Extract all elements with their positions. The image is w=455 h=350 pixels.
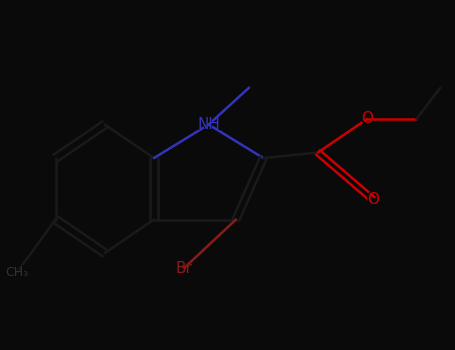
Text: Br: Br bbox=[175, 261, 192, 276]
Text: O: O bbox=[366, 190, 380, 208]
Text: O: O bbox=[367, 192, 379, 207]
Text: Br: Br bbox=[174, 260, 193, 278]
Text: O: O bbox=[360, 110, 374, 128]
Text: CH₃: CH₃ bbox=[3, 265, 31, 280]
Text: NH: NH bbox=[197, 117, 220, 132]
Text: O: O bbox=[361, 111, 373, 126]
Text: NH: NH bbox=[195, 116, 222, 133]
Text: CH₃: CH₃ bbox=[6, 266, 29, 279]
